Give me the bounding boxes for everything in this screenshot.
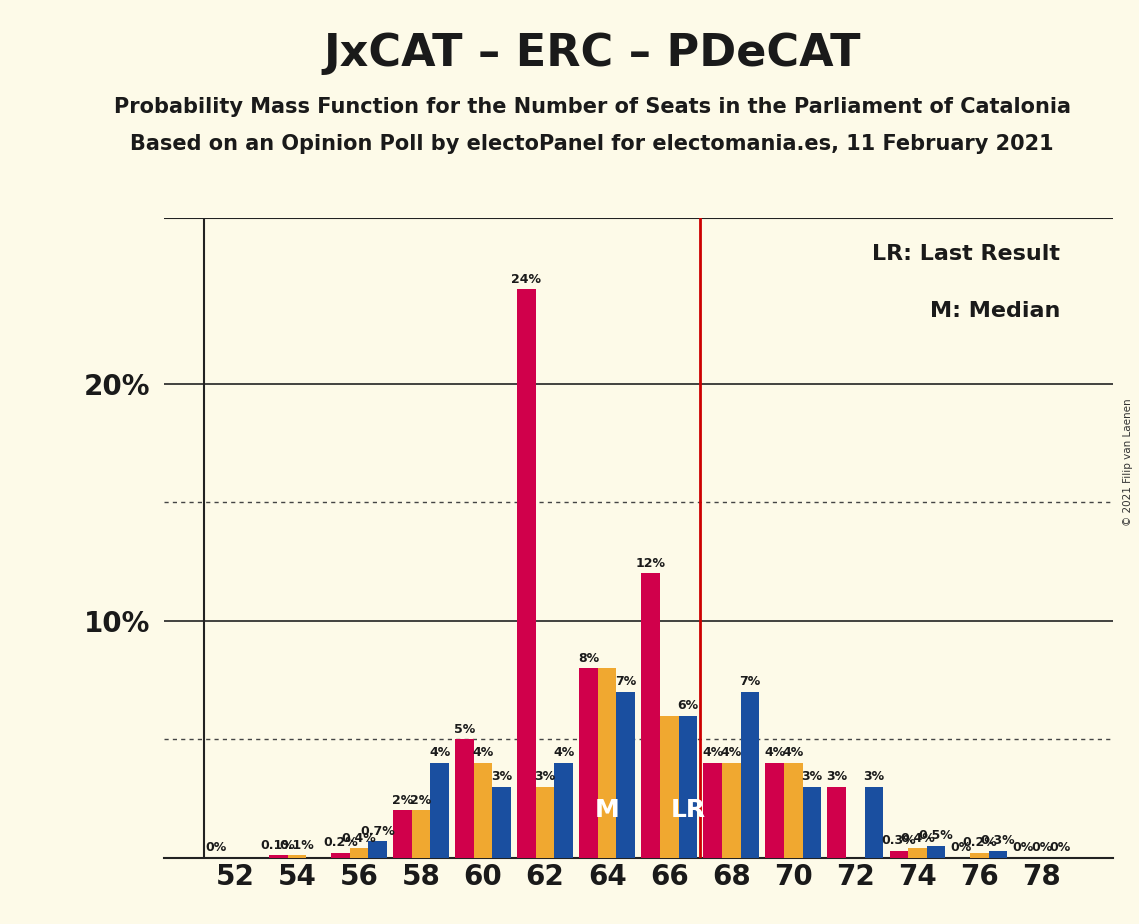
Text: 0%: 0% (1049, 841, 1071, 854)
Text: Based on an Opinion Poll by electoPanel for electomania.es, 11 February 2021: Based on an Opinion Poll by electoPanel … (131, 134, 1054, 154)
Text: 0.5%: 0.5% (919, 829, 953, 843)
Text: 4%: 4% (702, 747, 723, 760)
Text: M: Median: M: Median (929, 301, 1060, 322)
Bar (679, 715, 697, 857)
Text: 0.2%: 0.2% (962, 836, 997, 849)
Bar (350, 848, 368, 857)
Text: 3%: 3% (534, 770, 556, 783)
Bar (431, 763, 449, 857)
Text: 4%: 4% (764, 747, 785, 760)
Bar (331, 853, 350, 857)
Text: 4%: 4% (429, 747, 450, 760)
Text: LR: Last Result: LR: Last Result (872, 244, 1060, 264)
Bar (492, 786, 511, 857)
Text: © 2021 Filip van Laenen: © 2021 Filip van Laenen (1123, 398, 1133, 526)
Text: 3%: 3% (802, 770, 822, 783)
Text: 6%: 6% (678, 699, 698, 712)
Bar (517, 289, 535, 857)
Bar (456, 739, 474, 857)
Bar (827, 786, 846, 857)
Bar (368, 841, 387, 857)
Text: 2%: 2% (410, 794, 432, 807)
Text: JxCAT – ERC – PDeCAT: JxCAT – ERC – PDeCAT (323, 32, 861, 76)
Text: 0.3%: 0.3% (981, 834, 1016, 847)
Text: 0%: 0% (205, 841, 227, 854)
Bar (641, 574, 659, 857)
Text: 4%: 4% (721, 747, 741, 760)
Text: 0.4%: 0.4% (342, 832, 376, 845)
Text: M: M (595, 798, 620, 822)
Text: 0%: 0% (1013, 841, 1033, 854)
Text: 12%: 12% (636, 557, 665, 570)
Text: 0.2%: 0.2% (323, 836, 358, 849)
Bar (722, 763, 740, 857)
Text: 7%: 7% (615, 675, 637, 688)
Bar (927, 845, 945, 857)
Text: 2%: 2% (392, 794, 413, 807)
Bar (659, 715, 679, 857)
Bar (580, 668, 598, 857)
Text: Probability Mass Function for the Number of Seats in the Parliament of Catalonia: Probability Mass Function for the Number… (114, 97, 1071, 117)
Bar (555, 763, 573, 857)
Bar (908, 848, 927, 857)
Text: 0.7%: 0.7% (360, 824, 395, 837)
Bar (784, 763, 803, 857)
Text: LR: LR (670, 798, 705, 822)
Text: 3%: 3% (863, 770, 885, 783)
Bar (535, 786, 555, 857)
Text: 4%: 4% (782, 747, 804, 760)
Bar (765, 763, 784, 857)
Bar (411, 810, 431, 857)
Bar (803, 786, 821, 857)
Bar (393, 810, 411, 857)
Text: 0.4%: 0.4% (900, 832, 935, 845)
Bar (865, 786, 884, 857)
Text: 0.1%: 0.1% (261, 839, 296, 852)
Text: 0.3%: 0.3% (882, 834, 916, 847)
Text: 0%: 0% (1031, 841, 1052, 854)
Bar (703, 763, 722, 857)
Bar (269, 856, 287, 857)
Text: 24%: 24% (511, 273, 541, 286)
Bar (474, 763, 492, 857)
Text: 8%: 8% (577, 651, 599, 664)
Text: 4%: 4% (473, 747, 493, 760)
Text: 3%: 3% (826, 770, 847, 783)
Text: 3%: 3% (491, 770, 513, 783)
Text: 0.1%: 0.1% (279, 839, 314, 852)
Bar (989, 851, 1007, 857)
Bar (890, 851, 908, 857)
Text: 0%: 0% (950, 841, 972, 854)
Bar (616, 692, 636, 857)
Text: 5%: 5% (453, 723, 475, 736)
Bar (598, 668, 616, 857)
Bar (970, 853, 989, 857)
Text: 4%: 4% (554, 747, 574, 760)
Bar (287, 856, 306, 857)
Bar (740, 692, 760, 857)
Text: 7%: 7% (739, 675, 761, 688)
